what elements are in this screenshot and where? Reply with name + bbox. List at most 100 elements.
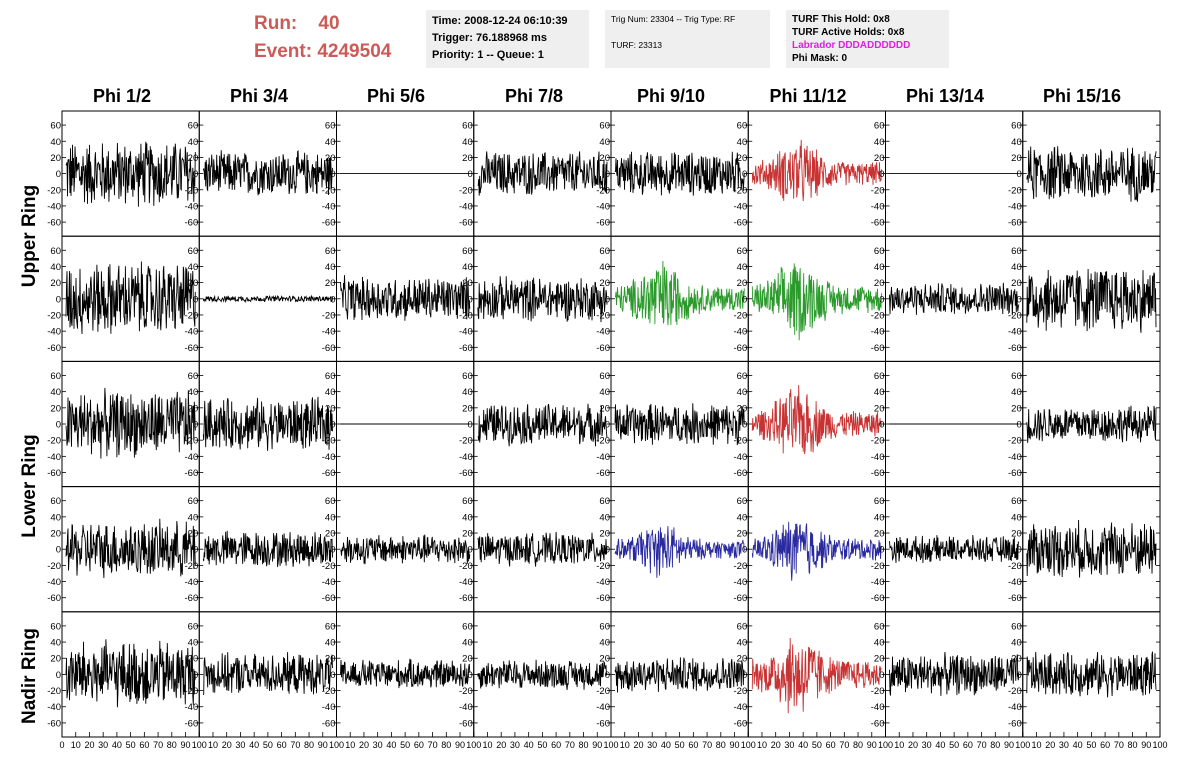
y-tick-label: 40 [1011,512,1022,523]
y-tick-label: -40 [871,577,885,588]
y-tick-label: -60 [871,593,885,604]
x-tick-label: 20 [84,740,94,750]
y-tick-label: -60 [185,468,199,479]
y-tick-label: 20 [50,153,61,164]
y-tick-label: 60 [325,371,336,382]
x-tick-label: 60 [1100,740,1110,750]
y-tick-label: 60 [188,496,199,507]
y-tick-label: 40 [874,512,885,523]
x-tick-label: 10 [482,740,492,750]
y-tick-label: -20 [47,185,61,196]
waveform-trace [614,403,745,446]
y-tick-label: -60 [1008,218,1022,229]
waveform-panel: -60 -40 -20 0 20 40 60 [47,486,200,613]
y-tick-label: 40 [188,262,199,273]
y-tick-label: 40 [599,262,610,273]
waveform-panel: -60 -40 -20 0 20 40 60 [871,486,1024,613]
waveform-panel: -60 -40 -20 0 20 40 60 [322,486,475,613]
y-tick-label: -60 [322,468,336,479]
y-tick-label: -40 [459,452,473,463]
run-label: Run: [254,13,298,34]
x-tick-label: 70 [290,740,300,750]
y-tick-label: 0 [605,294,610,305]
y-tick-label: 60 [188,121,199,132]
waveform-trace [1026,519,1157,578]
y-tick-label: 60 [50,621,61,632]
y-tick-label: 40 [737,387,748,398]
y-tick-label: 60 [462,621,473,632]
y-tick-label: -40 [1008,201,1022,212]
y-tick-label: 40 [599,512,610,523]
waveform-trace [202,530,333,567]
waveform-panel: -60 -40 -20 0 20 40 60 [322,235,475,362]
y-tick-label: 20 [325,403,336,414]
y-tick-label: 0 [1016,169,1021,180]
run-value: 40 [318,13,340,34]
waveform-panel: -60 -40 -20 0 20 40 60 [185,360,337,488]
y-tick-label: 40 [1011,137,1022,148]
y-tick-label: 0 [330,169,335,180]
waveform-panel: -60 -40 -20 0 20 40 60 [596,110,749,237]
waveform-panel: -60 -40 -20 0 20 40 60 [871,110,1024,237]
x-tick-label: 50 [263,740,273,750]
y-tick-label: -40 [322,577,336,588]
y-tick-label: -20 [596,310,610,321]
x-tick-label: 50 [126,740,136,750]
y-tick-label: -40 [1008,577,1022,588]
y-tick-label: 60 [874,246,885,257]
y-tick-label: -60 [459,343,473,354]
waveform-panel: -60 -40 -20 0 20 40 60 [596,360,749,488]
y-tick-label: 0 [605,420,610,431]
x-tick-label: 20 [1045,740,1055,750]
x-tick-label: 80 [579,740,589,750]
y-tick-label: -40 [734,452,748,463]
y-tick-label: 40 [188,638,199,649]
y-tick-label: 60 [188,371,199,382]
x-tick-label: 60 [277,740,287,750]
y-tick-label: -40 [185,702,199,713]
y-tick-label: -60 [47,593,61,604]
y-tick-label: -60 [871,468,885,479]
phi-header-8: Phi 15/16 [1042,86,1122,106]
y-tick-label: -40 [322,327,336,338]
x-tick-label: 40 [661,740,671,750]
y-tick-label: 20 [874,153,885,164]
y-tick-label: 20 [188,529,199,540]
y-tick-label: -20 [322,561,336,572]
y-tick-label: 0 [879,545,884,556]
y-tick-label: -40 [47,452,61,463]
x-tick-label: 70 [565,740,575,750]
waveform-trace [65,141,196,207]
y-tick-label: -40 [734,702,748,713]
y-tick-label: 60 [50,496,61,507]
waveform-trace [751,637,882,714]
y-tick-label: 20 [462,403,473,414]
y-tick-label: -20 [871,686,885,697]
y-tick-label: 60 [325,621,336,632]
phi-header-1: Phi 1/2 [92,86,152,106]
waveform-panel: -60 -40 -20 0 20 40 60 [1008,360,1161,488]
y-tick-label: -40 [1008,702,1022,713]
waveform-panel: -60 -40 -20 0 20 40 60 [871,235,1024,362]
waveform-panel: -60 -40 -20 0 20 40 60 [871,360,1024,488]
x-tick-label: 70 [153,740,163,750]
y-tick-label: 0 [605,169,610,180]
y-tick-label: 20 [462,278,473,289]
y-tick-label: 40 [50,387,61,398]
y-tick-label: 60 [188,621,199,632]
x-tick-label: 40 [386,740,396,750]
y-tick-label: 20 [50,403,61,414]
x-tick-label: 70 [702,740,712,750]
x-tick-label: 100 [1152,740,1167,750]
y-tick-label: -60 [185,718,199,729]
y-tick-label: -20 [322,686,336,697]
x-tick-label: 70 [1114,740,1124,750]
y-tick-label: 0 [1016,420,1021,431]
x-tick-label: 90 [318,740,328,750]
phi-header-4: Phi 7/8 [504,86,564,106]
y-tick-label: 20 [874,278,885,289]
y-tick-label: -20 [1008,561,1022,572]
y-tick-label: 20 [599,654,610,665]
phi-header-6: Phi 11/12 [769,86,847,106]
waveform-panel: -60 -40 -20 0 20 40 60 [596,486,749,613]
